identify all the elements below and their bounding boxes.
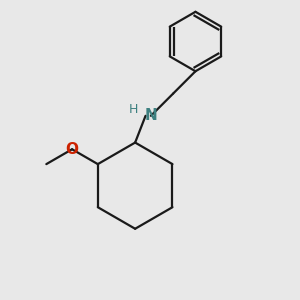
- Text: O: O: [66, 142, 79, 157]
- Text: H: H: [128, 103, 138, 116]
- Text: N: N: [145, 108, 157, 123]
